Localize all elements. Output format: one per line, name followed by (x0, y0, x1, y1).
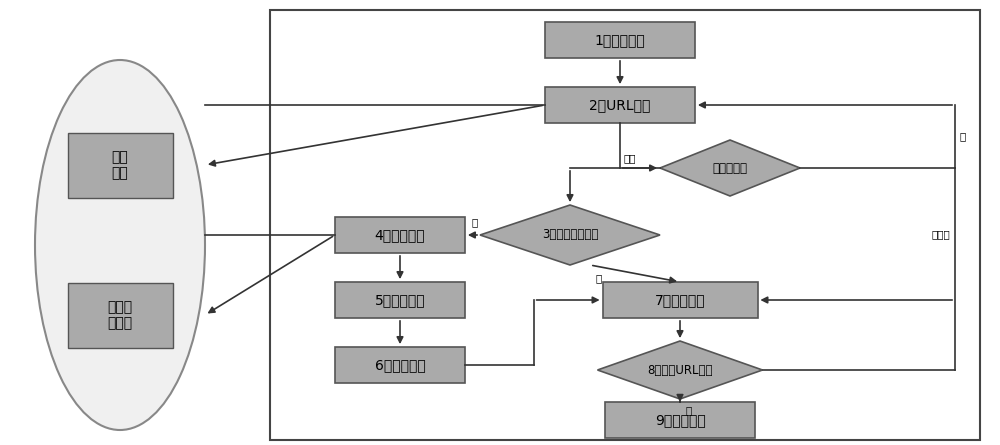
Text: 1、爫虫开始: 1、爫虫开始 (595, 33, 645, 47)
Bar (68, 133, 173, 198)
Text: 9、爫虫结束: 9、爫虫结束 (655, 413, 705, 427)
Text: 漏洞发
布网站: 漏洞发 布网站 (107, 300, 133, 330)
Bar (270, 10, 980, 440)
Polygon shape (480, 205, 660, 265)
Polygon shape (598, 341, 763, 399)
Text: 8、继绖URL校验: 8、继绖URL校验 (647, 364, 713, 376)
Text: 是: 是 (472, 217, 478, 227)
Text: 2、URL校验: 2、URL校验 (589, 98, 651, 112)
Bar (335, 217, 465, 253)
Bar (545, 22, 695, 58)
Text: 否: 否 (685, 405, 691, 415)
Text: 是: 是 (959, 132, 965, 142)
Bar (605, 402, 755, 438)
Polygon shape (660, 140, 800, 196)
Text: 否: 否 (595, 273, 601, 283)
Bar (335, 347, 465, 383)
Text: 7、生成数据: 7、生成数据 (655, 293, 705, 307)
Text: 访问、登陆: 访问、登陆 (712, 162, 748, 174)
Text: 不正常: 不正常 (931, 229, 950, 239)
Text: 3、是否抓取数据: 3、是否抓取数据 (542, 228, 598, 242)
Text: 4、下载网页: 4、下载网页 (375, 228, 425, 242)
Text: 5、解析页面: 5、解析页面 (375, 293, 425, 307)
Text: 正常: 正常 (624, 153, 637, 163)
Bar (602, 282, 758, 318)
Text: 6、过滤数据: 6、过滤数据 (375, 358, 425, 372)
Text: 业务
系统: 业务 系统 (112, 150, 128, 180)
Ellipse shape (35, 60, 205, 430)
Bar (335, 282, 465, 318)
Bar (545, 87, 695, 123)
Bar (68, 283, 173, 348)
